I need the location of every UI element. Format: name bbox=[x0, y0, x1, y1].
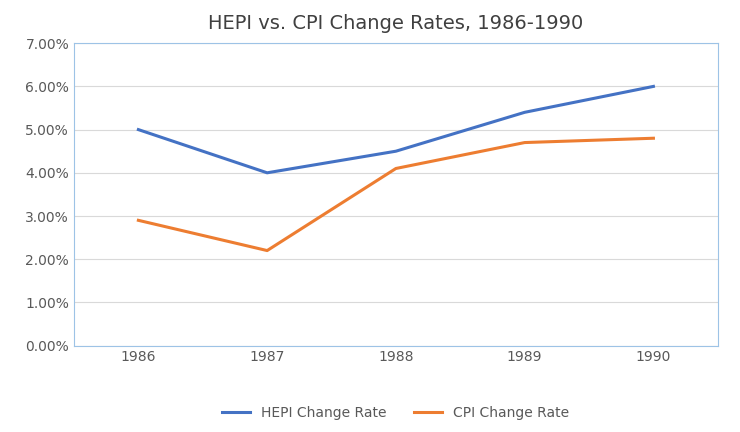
Title: HEPI vs. CPI Change Rates, 1986-1990: HEPI vs. CPI Change Rates, 1986-1990 bbox=[208, 14, 584, 33]
HEPI Change Rate bbox=[649, 84, 658, 89]
HEPI Change Rate bbox=[391, 149, 400, 154]
CPI Change Rate bbox=[134, 218, 143, 223]
HEPI Change Rate bbox=[134, 127, 143, 132]
CPI Change Rate bbox=[391, 166, 400, 171]
CPI Change Rate bbox=[649, 136, 658, 141]
Legend: HEPI Change Rate, CPI Change Rate: HEPI Change Rate, CPI Change Rate bbox=[217, 400, 575, 425]
Line: CPI Change Rate: CPI Change Rate bbox=[138, 138, 653, 251]
CPI Change Rate bbox=[263, 248, 272, 253]
HEPI Change Rate bbox=[263, 170, 272, 175]
CPI Change Rate bbox=[520, 140, 529, 145]
HEPI Change Rate bbox=[520, 110, 529, 115]
Line: HEPI Change Rate: HEPI Change Rate bbox=[138, 86, 653, 173]
